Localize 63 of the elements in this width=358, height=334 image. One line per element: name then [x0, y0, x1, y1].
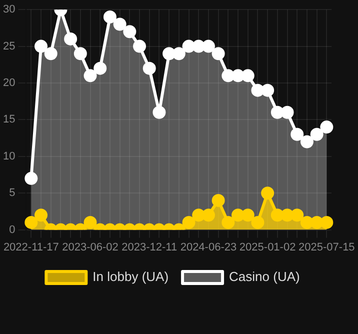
point: [212, 194, 225, 207]
point: [261, 84, 274, 97]
point: [280, 208, 294, 222]
point: [34, 40, 48, 53]
x-tick-label: 2023-12-11: [122, 241, 178, 254]
point: [232, 69, 245, 82]
y-tick-label: 25: [2, 40, 16, 52]
y-tick-label: 5: [9, 187, 16, 200]
point: [192, 40, 206, 53]
x-tick-label: 2025-01-02: [239, 241, 296, 254]
point: [290, 208, 304, 222]
point: [251, 216, 264, 229]
point: [74, 47, 87, 60]
point: [241, 69, 254, 82]
point: [251, 84, 264, 97]
point: [280, 106, 294, 119]
point: [320, 216, 334, 229]
point: [192, 208, 206, 222]
point: [182, 216, 196, 229]
y-tick-label: 15: [2, 114, 16, 126]
point: [123, 25, 136, 38]
point: [202, 208, 215, 222]
point: [133, 40, 146, 53]
point: [182, 40, 196, 53]
point: [202, 40, 215, 53]
point: [320, 120, 334, 134]
point: [310, 128, 324, 141]
point: [270, 106, 284, 119]
y-tick-label: 30: [2, 4, 16, 16]
point: [232, 208, 245, 222]
point: [300, 135, 314, 148]
point: [162, 47, 176, 60]
x-tick-label: 2023-06-02: [62, 241, 118, 254]
point: [261, 186, 274, 200]
y-tick-label: 0: [9, 224, 16, 236]
x-tick-label: 2025-07-15: [298, 241, 355, 254]
point: [212, 47, 225, 60]
point: [222, 216, 235, 229]
point: [152, 106, 166, 119]
point: [103, 10, 116, 24]
point: [84, 69, 97, 82]
x-tick-label: 2024-06-23: [180, 241, 237, 254]
legend-label: Casino (UA): [229, 269, 300, 284]
point: [34, 208, 48, 222]
point: [172, 47, 186, 60]
point: [241, 208, 254, 222]
point: [24, 216, 38, 229]
y-tick-label: 20: [2, 77, 16, 90]
point: [290, 128, 304, 141]
point: [84, 216, 97, 229]
y-tick-label: 10: [2, 150, 16, 162]
point: [24, 172, 38, 185]
point: [270, 208, 284, 222]
point: [310, 216, 324, 229]
point: [142, 62, 156, 75]
point: [44, 47, 58, 60]
point: [300, 216, 314, 229]
x-tick-label: 2022-11-17: [3, 241, 59, 254]
point: [64, 32, 78, 46]
legend-label: In lobby (UA): [92, 269, 169, 284]
point: [94, 62, 107, 75]
point: [113, 18, 126, 31]
point: [222, 69, 235, 82]
